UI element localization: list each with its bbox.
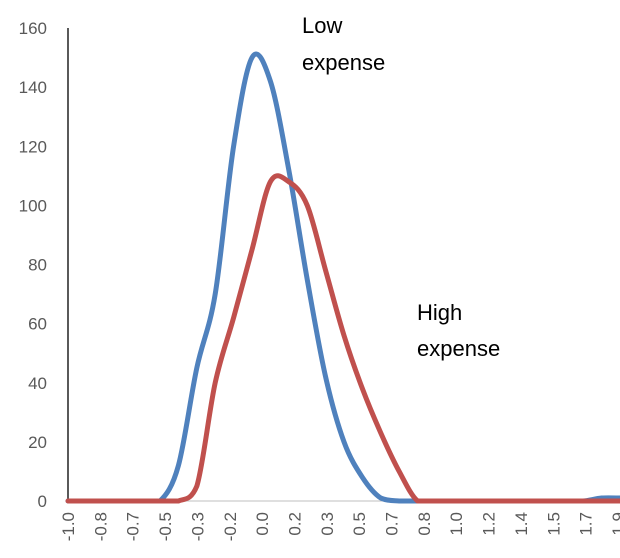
y-tick-label: 120 [19,137,47,156]
y-tick-label: 20 [28,433,47,452]
high-expense-label-line2: expense [417,336,500,361]
x-tick-label: 0.8 [415,512,434,536]
high-expense-label-line1: High [417,300,462,325]
x-tick-label: -0.7 [124,512,143,541]
x-tick-label: 1.4 [512,512,531,536]
x-tick-label: -0.5 [156,512,175,541]
low-expense-label-line1: Low [302,13,342,38]
x-tick-label: 0.2 [285,512,304,536]
low-expense-label-line2: expense [302,50,385,75]
y-tick-label: 160 [19,19,47,38]
x-tick-label: -0.3 [188,512,207,541]
y-tick-label: 60 [28,315,47,334]
y-tick-label: 100 [19,196,47,215]
x-tick-label: -1.0 [59,512,78,541]
x-tick-label: 0.7 [383,512,402,536]
x-tick-label: 1.5 [544,512,563,536]
y-tick-label: 80 [28,256,47,275]
low-expense-series-line [65,51,620,504]
y-axis-ticks: 0 20 40 60 80 100 120 140 160 [19,19,47,511]
x-tick-label: 0.3 [318,512,337,536]
x-tick-label: 1.2 [480,512,499,536]
x-axis-ticks: -1.0 -0.8 -0.7 -0.5 -0.3 -0.2 0.0 0.2 0.3 0.5 0.7 0… [59,512,620,541]
y-tick-label: 140 [19,78,47,97]
x-tick-label: -0.8 [91,512,110,541]
high-expense-series-line [65,173,620,504]
x-tick-label: 1.7 [577,512,596,536]
y-tick-label: 40 [28,374,47,393]
x-tick-label: -0.2 [221,512,240,541]
x-tick-label: 0.0 [253,512,272,536]
x-tick-label: 1.0 [447,512,466,536]
series-layer [65,51,620,504]
y-tick-label: 0 [38,492,47,511]
x-tick-label: 1.9 [609,512,620,536]
x-tick-label: 0.5 [350,512,369,536]
